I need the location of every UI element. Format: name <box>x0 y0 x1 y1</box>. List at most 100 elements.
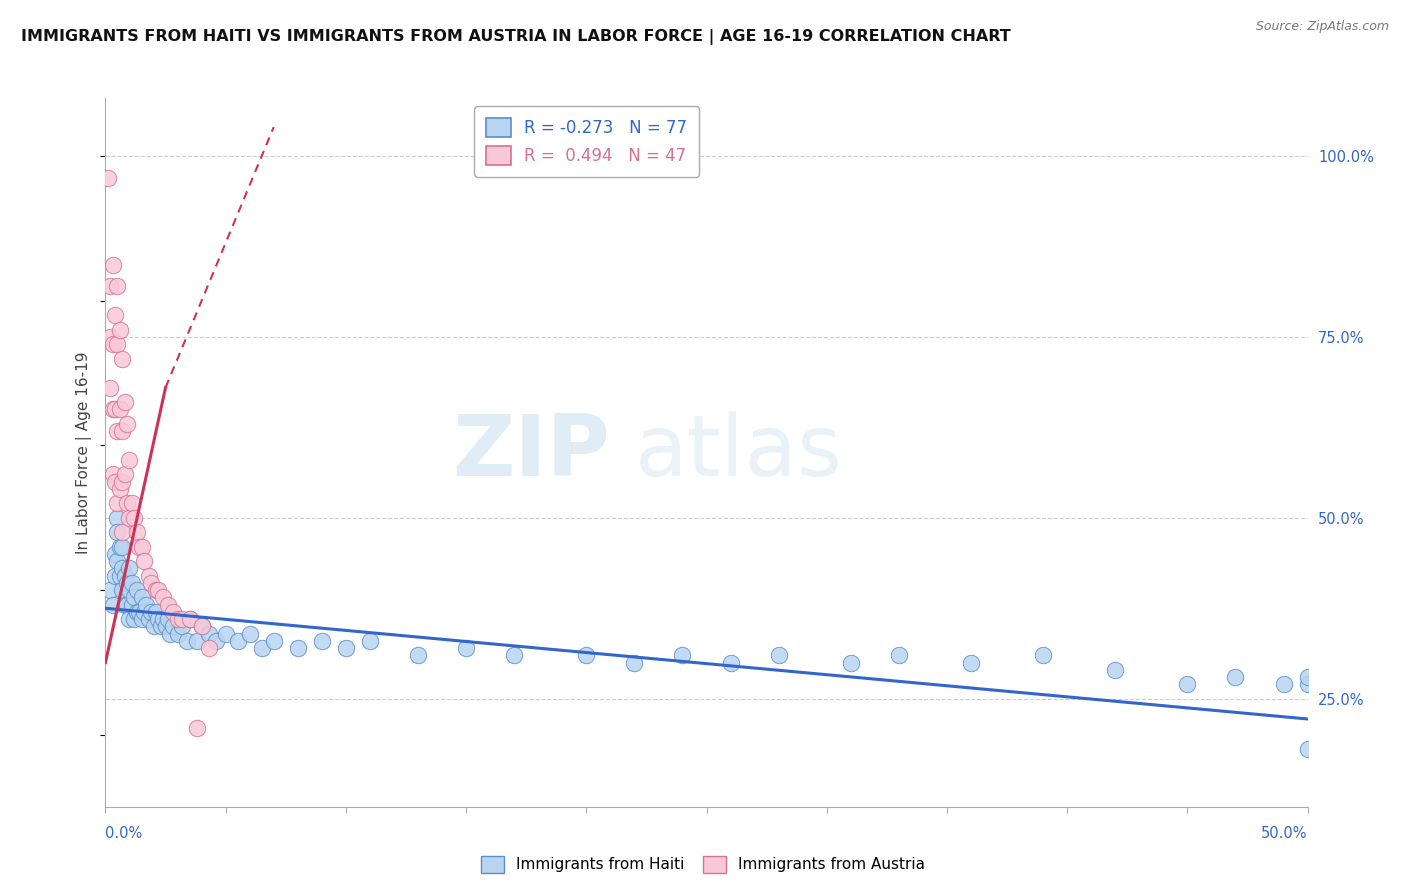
Point <box>179 612 201 626</box>
Point <box>104 308 127 322</box>
Point <box>335 641 357 656</box>
Point <box>125 525 148 540</box>
Point <box>1296 742 1319 756</box>
Point <box>131 540 153 554</box>
Point <box>138 612 160 626</box>
Point <box>152 591 174 605</box>
Point <box>107 424 129 438</box>
Point <box>138 568 160 582</box>
Point <box>250 641 273 656</box>
Point <box>720 656 742 670</box>
Point <box>156 598 179 612</box>
Point <box>115 598 138 612</box>
Point <box>101 258 124 272</box>
Point <box>671 648 693 663</box>
Point <box>205 633 228 648</box>
Point <box>115 576 138 591</box>
Text: 50.0%: 50.0% <box>1261 827 1308 841</box>
Point <box>768 648 790 663</box>
Text: Source: ZipAtlas.com: Source: ZipAtlas.com <box>1256 20 1389 33</box>
Point <box>152 612 174 626</box>
Point <box>226 633 249 648</box>
Point <box>162 619 184 633</box>
Point <box>114 568 136 582</box>
Text: IMMIGRANTS FROM HAITI VS IMMIGRANTS FROM AUSTRIA IN LABOR FORCE | AGE 16-19 CORR: IMMIGRANTS FROM HAITI VS IMMIGRANTS FROM… <box>21 29 1011 45</box>
Point <box>166 626 188 640</box>
Point <box>1272 677 1295 691</box>
Point <box>176 633 198 648</box>
Point <box>121 496 143 510</box>
Point <box>124 511 146 525</box>
Point <box>98 279 121 293</box>
Point <box>172 612 194 626</box>
Point <box>145 605 167 619</box>
Point <box>454 641 477 656</box>
Point <box>124 612 146 626</box>
Legend: Immigrants from Haiti, Immigrants from Austria: Immigrants from Haiti, Immigrants from A… <box>475 850 931 879</box>
Point <box>1225 670 1247 684</box>
Point <box>118 453 141 467</box>
Point <box>98 583 121 598</box>
Point <box>887 648 910 663</box>
Text: atlas: atlas <box>634 411 842 494</box>
Point <box>104 568 127 582</box>
Point <box>107 337 129 351</box>
Point <box>118 583 141 598</box>
Point <box>101 598 124 612</box>
Point <box>107 554 129 568</box>
Point <box>132 605 155 619</box>
Point <box>186 721 208 735</box>
Point <box>104 547 127 561</box>
Point <box>128 540 150 554</box>
Y-axis label: In Labor Force | Age 16-19: In Labor Force | Age 16-19 <box>76 351 93 554</box>
Point <box>98 380 121 394</box>
Point <box>107 496 129 510</box>
Point <box>148 583 170 598</box>
Point <box>139 605 162 619</box>
Text: ZIP: ZIP <box>453 411 610 494</box>
Point <box>1104 663 1126 677</box>
Point <box>111 475 134 489</box>
Point <box>159 626 181 640</box>
Point <box>186 633 208 648</box>
Point <box>115 496 138 510</box>
Point <box>166 612 188 626</box>
Point <box>118 561 141 575</box>
Point <box>214 626 236 640</box>
Point <box>162 605 184 619</box>
Point <box>121 576 143 591</box>
Point <box>108 568 131 582</box>
Point <box>108 482 131 496</box>
Point <box>503 648 526 663</box>
Point <box>148 612 170 626</box>
Point <box>125 583 148 598</box>
Point <box>149 619 172 633</box>
Point <box>179 612 201 626</box>
Point <box>124 591 146 605</box>
Point <box>575 648 598 663</box>
Point <box>111 351 134 366</box>
Point <box>108 323 131 337</box>
Point <box>111 583 134 598</box>
Point <box>1032 648 1054 663</box>
Point <box>111 540 134 554</box>
Point <box>111 561 134 575</box>
Point <box>101 467 124 482</box>
Point <box>107 525 129 540</box>
Point <box>104 402 127 417</box>
Point <box>107 511 129 525</box>
Point <box>263 633 285 648</box>
Point <box>359 633 381 648</box>
Point <box>311 633 333 648</box>
Point <box>131 591 153 605</box>
Point <box>121 598 143 612</box>
Point <box>125 605 148 619</box>
Point <box>198 641 221 656</box>
Point <box>115 417 138 431</box>
Point <box>156 612 179 626</box>
Point <box>111 525 134 540</box>
Point <box>1296 677 1319 691</box>
Point <box>142 619 165 633</box>
Point <box>111 424 134 438</box>
Point <box>172 619 194 633</box>
